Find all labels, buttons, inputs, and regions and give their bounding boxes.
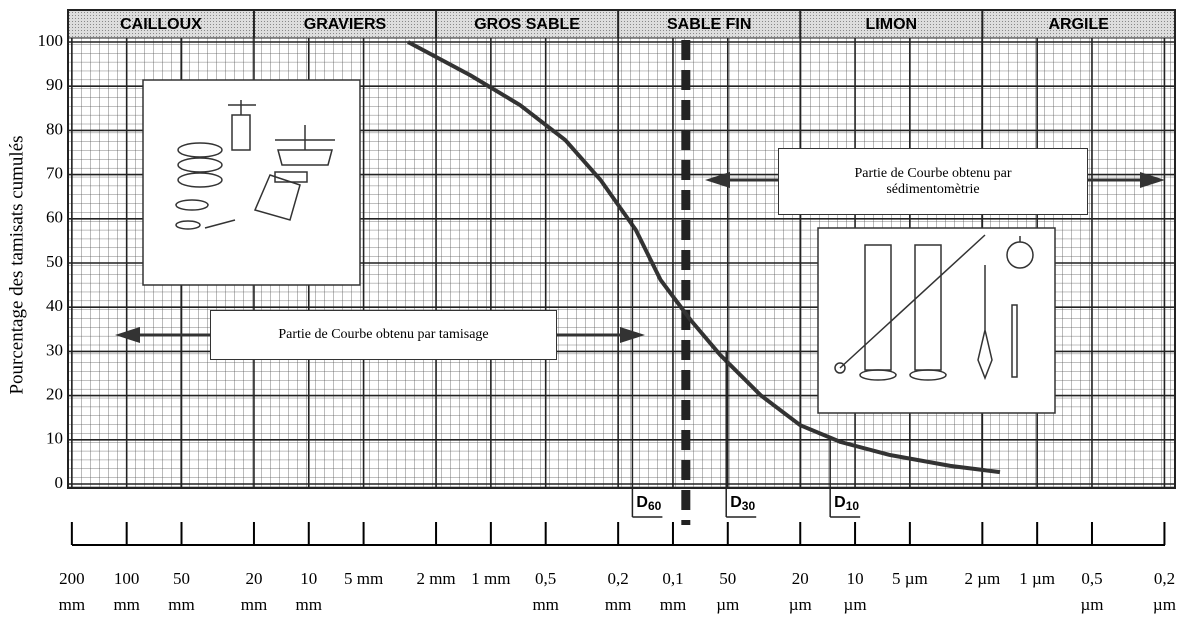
arrows [115,172,1165,343]
diameter-label: D60 [636,494,661,513]
zone-label: LIMON [866,16,918,33]
x-tick-label: 10 µm [843,569,867,614]
diameter-subscript: 10 [846,499,860,513]
zone-band [67,9,1176,39]
y-tick-label: 60 [46,208,63,227]
x-tick-label: 0,2 µm [1152,569,1176,614]
x-tick-label: 2 µm [964,569,1001,588]
diameter-subscript: 60 [648,499,662,513]
x-tick-label: 0,1 mm [659,569,687,614]
diameter-label: D30 [730,494,755,513]
x-tick-label: 0,2 mm [604,569,632,614]
sieve-illustration [142,79,361,286]
y-tick-label: 90 [46,75,63,94]
y-tick-label: 0 [55,473,64,492]
x-tick-label: 0,5 µm [1080,569,1104,614]
x-tick-label: 200 mm [58,569,86,614]
annotation-box: Partie de Courbe obtenu par sédimentomèt… [778,148,1088,215]
x-tick-label: 20 µm [788,569,812,614]
diameter-subscript: 30 [742,499,756,513]
y-tick-label: 100 [38,31,64,50]
x-tick-label: 1 µm [1019,569,1056,588]
y-tick-label: 20 [46,385,63,404]
x-tick-label: 2 mm [416,569,456,588]
diameter-letter: D [834,494,846,511]
x-tick-label: 20 mm [240,569,268,614]
zone-label: CAILLOUX [120,16,202,33]
y-tick-label: 70 [46,164,63,183]
frame [67,9,1176,489]
zone-label: SABLE FIN [667,16,751,33]
y-tick-label: 10 [46,429,63,448]
x-tick-label: 0,5 mm [532,569,559,614]
x-tick-label: 50 µm [716,569,740,614]
annotation-box: Partie de Courbe obtenu par tamisage [210,310,557,360]
y-tick-label: 50 [46,252,63,271]
zone-label: GROS SABLE [474,16,580,33]
x-tick-label: 100 mm [113,569,140,614]
diameter-letter: D [636,494,648,511]
diameter-letter: D [730,494,742,511]
x-tick-label: 5 µm [891,569,928,588]
x-tick-label: 10 mm [295,569,322,614]
curve [407,40,1001,475]
y-tick-label: 80 [46,119,63,138]
y-tick-label: 40 [46,296,63,315]
sedimentometry-illustration [817,227,1056,414]
x-tick-label: 1 mm [471,569,511,588]
y-axis-label: Pourcentage des tamisats cumulés [6,135,27,394]
y-tick-label: 30 [46,340,63,359]
diameter-label: D10 [834,494,859,513]
x-tick-label: 50 mm [168,569,195,614]
zone-label: GRAVIERS [304,16,387,33]
zone-label: ARGILE [1048,16,1109,33]
x-tick-label: 5 mm [343,569,384,588]
